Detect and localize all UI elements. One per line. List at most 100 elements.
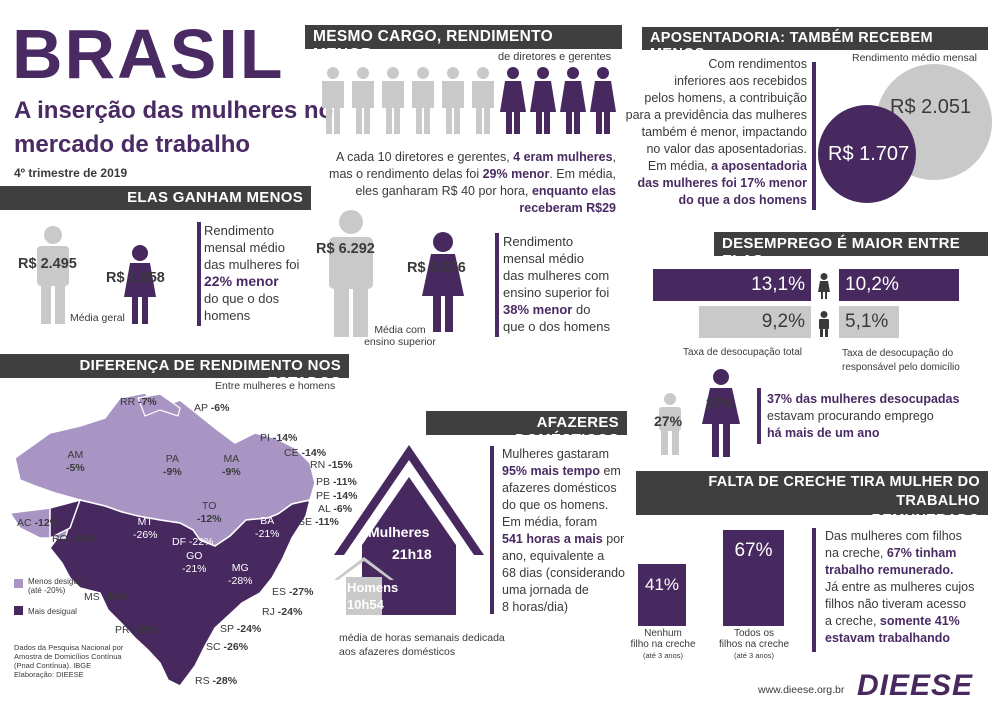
domestic-men-label: Homens: [347, 580, 399, 595]
map-label-mg: MG -28%: [228, 562, 253, 587]
house-icon: [334, 445, 484, 615]
period-label: 4º trimestre de 2019: [14, 166, 128, 180]
map-label-ac: AC -12%: [17, 517, 60, 529]
man-icon: [37, 226, 69, 324]
retirement-text: Com rendimentos inferiores aos recebidos…: [625, 57, 807, 207]
woman-figure-icon: [590, 67, 616, 134]
legend-more-swatch: [14, 606, 23, 615]
map-label-rn: RN -15%: [310, 459, 353, 471]
map-label-df: DF -22%: [172, 536, 214, 548]
map-center-south-region: [49, 499, 312, 687]
unemployment-text: 37% das mulheres desocupadas estavam pro…: [767, 392, 960, 440]
retirement-women-circle: [818, 105, 916, 203]
daycare-divider: [812, 528, 816, 652]
man-figure-icon: [382, 67, 404, 134]
women-unemployment-head-bar: 10,2%: [839, 269, 959, 301]
domestic-text: Mulheres gastaram 95% mais tempo em afaz…: [502, 447, 625, 614]
dieese-logo: DIEESE: [857, 669, 974, 702]
man-figure-icon: [352, 67, 374, 134]
earn-text-2: Rendimento mensal médio das mulheres com…: [503, 234, 610, 334]
man-figure-icon: [472, 67, 494, 134]
same-job-text: A cada 10 diretores e gerentes, 4 eram m…: [329, 150, 616, 215]
men-unemployment-head-bar: 5,1%: [839, 306, 899, 338]
woman-figure-icon: [530, 67, 556, 134]
page-subtitle-line1: A inserção das mulheres no: [14, 97, 334, 124]
woman-figure-icon: [560, 67, 586, 134]
domestic-heading: AFAZERES DOMÉSTICOS: [426, 411, 627, 448]
domestic-caption: média de horas semanais dedicada aos afaz…: [339, 632, 505, 658]
brazil-map: [8, 392, 316, 687]
map-label-es: ES -27%: [272, 586, 314, 598]
map-label-pr: PR -28%: [115, 624, 158, 636]
legend-more-label: Mais desigual: [28, 607, 77, 616]
unemployment-head-caption: Taxa de desocupação do responsável pelo …: [842, 348, 960, 373]
man-icon-higher: [329, 210, 373, 337]
map-label-am: AM -5%: [66, 449, 85, 474]
people-row-icon: [322, 67, 616, 134]
domestic-women-value: 21h18: [392, 546, 432, 562]
map-label-ro: RO -20%: [52, 533, 96, 545]
women-unemployment-total-bar: 13,1%: [653, 269, 811, 301]
source-note: Dados da Pesquisa Nacional por Amostra d…: [14, 643, 124, 679]
map-label-ba: BA -21%: [255, 515, 280, 540]
unemployed-women-pct: 37%: [706, 395, 735, 411]
map-label-ms: MS -30%: [84, 591, 128, 603]
retirement-caption: Rendimento médio mensal: [852, 52, 977, 64]
woman-icon: [124, 245, 156, 324]
page-subtitle-line2: mercado de trabalho: [14, 131, 251, 158]
map-label-sc: SC -26%: [206, 641, 249, 653]
earn-men-value: R$ 2.495: [18, 256, 77, 272]
earn-women-value-higher: R$ 3.876: [407, 260, 466, 276]
retirement-men-value: R$ 2.051: [890, 96, 972, 118]
earn-general-caption: Média geral: [70, 312, 125, 324]
man-figure-icon: [442, 67, 464, 134]
woman-icon-unemployed: [702, 369, 740, 457]
map-label-rr: RR -7%: [120, 396, 157, 408]
woman-small-icon: [818, 273, 830, 299]
daycare-heading: FALTA DE CRECHE TIRA MULHER DO TRABALHO R…: [636, 471, 988, 528]
daycare-text: Das mulheres com filhos na creche, 67% t…: [825, 529, 975, 645]
daycare-none-bar: 41%: [638, 564, 686, 626]
retirement-divider: [812, 62, 816, 210]
earn-men-value-higher: R$ 6.292: [316, 241, 375, 257]
map-label-rs: RS -28%: [195, 675, 238, 687]
earn-women-value: R$ 1.958: [106, 270, 165, 286]
earn-divider-1: [197, 222, 201, 326]
legend-less-swatch: [14, 579, 23, 588]
daycare-all-caption: Todos os filhos na creche (até 3 anos): [718, 628, 790, 660]
map-label-go: GO -21%: [182, 550, 207, 575]
map-label-sp: SP -24%: [220, 623, 262, 635]
daycare-all-bar: 67%: [723, 530, 784, 626]
man-figure-icon: [322, 67, 344, 134]
man-figure-icon: [412, 67, 434, 134]
man-small-icon: [819, 311, 829, 337]
retirement-women-value: R$ 1.707: [828, 143, 910, 165]
page-title: BRASIL: [12, 15, 285, 93]
daycare-none-caption: Nenhum filho na creche (até 3 anos): [630, 628, 696, 660]
map-label-ma: MA -9%: [222, 453, 241, 478]
states-caption: Entre mulheres e homens: [215, 380, 336, 392]
map-label-to: TO -12%: [197, 500, 222, 525]
map-label-al: AL -6%: [318, 503, 353, 515]
woman-figure-icon: [500, 67, 526, 134]
men-unemployment-total-bar: 9,2%: [699, 306, 811, 338]
map-label-mt: MT -26%: [133, 516, 158, 541]
same-job-heading: MESMO CARGO, RENDIMENTO MENOR: [305, 25, 622, 63]
man-icon-unemployed: [659, 393, 681, 455]
same-job-caption: de diretores e gerentes: [498, 51, 612, 63]
map-label-pa: PA -9%: [163, 453, 182, 478]
earn-text-1: Rendimento mensal médio das mulheres foi…: [204, 223, 300, 323]
earn-divider-2: [495, 233, 499, 337]
domestic-women-label: Mulheres: [368, 524, 430, 540]
earn-higher-caption: Média com ensino superior: [364, 324, 436, 348]
map-label-ap: AP -6%: [194, 402, 230, 414]
map-label-pe: PE -14%: [316, 490, 358, 502]
unemployed-men-pct: 27%: [654, 413, 683, 429]
unemployment-total-caption: Taxa de desocupação total: [683, 347, 802, 358]
domestic-men-value: 10h54: [347, 597, 384, 612]
states-heading: DIFERENÇA DE RENDIMENTO NOS ESTADOS: [0, 354, 349, 391]
retirement-heading: APOSENTADORIA: TAMBÉM RECEBEM MENOS: [642, 27, 988, 62]
map-label-pi: PI -14%: [260, 432, 298, 444]
map-label-se: SE -11%: [298, 516, 339, 528]
website-link[interactable]: www.dieese.org.br: [758, 684, 845, 696]
